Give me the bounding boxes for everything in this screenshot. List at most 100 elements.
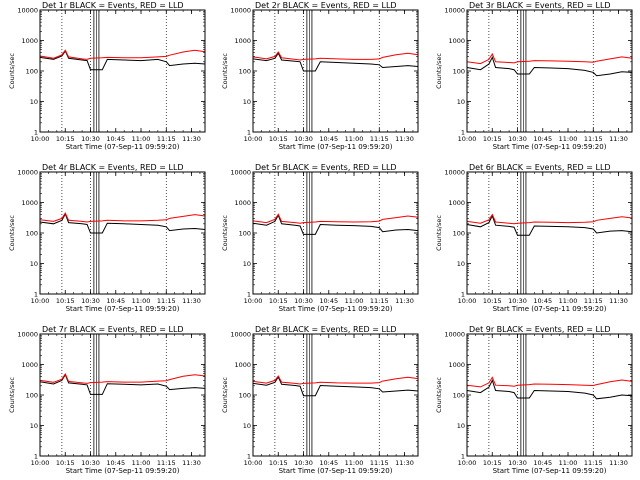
y-tick-label: 1 bbox=[34, 291, 38, 299]
y-tick-label: 100 bbox=[239, 392, 251, 400]
y-tick-label: 1000 bbox=[448, 361, 465, 369]
x-axis-label: Start Time (07-Sep-11 09:59:20) bbox=[66, 467, 180, 475]
y-tick-label: 100 bbox=[453, 392, 465, 400]
x-tick-label: 11:30 bbox=[395, 459, 414, 467]
y-tick-label: 1000 bbox=[21, 37, 38, 45]
x-tick-label: 10:30 bbox=[508, 135, 527, 143]
plot-frame bbox=[39, 9, 206, 133]
x-tick-label: 10:30 bbox=[294, 297, 313, 305]
subplot-det-5: Det 5r BLACK = Events, RED = LLD 1 10 100 10… bbox=[221, 163, 419, 313]
lld-series-line bbox=[252, 51, 419, 61]
x-tick-label: 10:15 bbox=[269, 459, 288, 467]
y-tick-label: 10 bbox=[30, 98, 38, 106]
x-tick-label: 10:30 bbox=[508, 459, 527, 467]
plot-frame bbox=[252, 171, 419, 295]
plot-frame bbox=[252, 333, 419, 457]
y-axis-label: Counts/sec bbox=[435, 377, 443, 413]
x-tick-label: 10:00 bbox=[244, 297, 263, 305]
y-tick-label: 1 bbox=[247, 453, 251, 461]
subplot-det-6: Det 6r BLACK = Events, RED = LLD 1 10 100 10… bbox=[435, 163, 633, 313]
x-tick-label: 11:30 bbox=[609, 135, 628, 143]
x-tick-label: 11:00 bbox=[559, 459, 578, 467]
y-tick-label: 10 bbox=[457, 422, 465, 430]
x-tick-label: 11:15 bbox=[584, 297, 603, 305]
x-tick-label: 11:30 bbox=[609, 459, 628, 467]
x-tick-label: 11:00 bbox=[132, 459, 151, 467]
x-tick-label: 10:00 bbox=[458, 297, 477, 305]
x-axis-label: Start Time (07-Sep-11 09:59:20) bbox=[279, 305, 393, 313]
x-tick-label: 10:15 bbox=[56, 135, 75, 143]
x-tick-label: 10:45 bbox=[106, 135, 125, 143]
y-tick-label: 10 bbox=[30, 422, 38, 430]
y-tick-label: 100 bbox=[239, 230, 251, 238]
y-tick-label: 10000 bbox=[17, 331, 38, 339]
y-tick-label: 1000 bbox=[234, 361, 251, 369]
subplot-det-1: Det 1r BLACK = Events, RED = LLD 1 10 100 10… bbox=[8, 1, 206, 151]
y-tick-label: 1000 bbox=[448, 37, 465, 45]
events-series-line bbox=[466, 379, 633, 400]
x-tick-label: 10:15 bbox=[269, 135, 288, 143]
x-tick-label: 11:15 bbox=[370, 135, 389, 143]
x-tick-label: 11:00 bbox=[559, 297, 578, 305]
x-tick-label: 10:45 bbox=[533, 297, 552, 305]
plot-title: Det 5r BLACK = Events, RED = LLD bbox=[255, 163, 397, 172]
y-tick-label: 1000 bbox=[21, 361, 38, 369]
x-tick-label: 11:30 bbox=[182, 297, 201, 305]
x-tick-label: 11:15 bbox=[157, 297, 176, 305]
x-tick-label: 10:00 bbox=[244, 459, 263, 467]
y-tick-label: 1 bbox=[34, 129, 38, 137]
x-tick-label: 10:15 bbox=[483, 459, 502, 467]
x-tick-label: 11:00 bbox=[345, 135, 364, 143]
x-tick-label: 11:15 bbox=[370, 459, 389, 467]
y-axis-label: Counts/sec bbox=[221, 53, 229, 89]
y-axis-label: Counts/sec bbox=[8, 53, 16, 89]
subplot-det-7: Det 7r BLACK = Events, RED = LLD 1 10 100 10… bbox=[8, 325, 206, 475]
x-tick-label: 10:30 bbox=[81, 297, 100, 305]
y-tick-label: 10000 bbox=[444, 331, 465, 339]
x-tick-label: 10:45 bbox=[533, 135, 552, 143]
y-tick-label: 10 bbox=[243, 422, 251, 430]
plot-title: Det 1r BLACK = Events, RED = LLD bbox=[42, 1, 184, 10]
x-tick-label: 11:00 bbox=[345, 297, 364, 305]
lld-series-line bbox=[39, 212, 206, 223]
lld-series-line bbox=[252, 375, 419, 385]
lld-series-line bbox=[466, 52, 633, 65]
x-axis-label: Start Time (07-Sep-11 09:59:20) bbox=[66, 143, 180, 151]
plot-title: Det 4r BLACK = Events, RED = LLD bbox=[42, 163, 184, 172]
y-tick-label: 1000 bbox=[21, 199, 38, 207]
y-tick-label: 1 bbox=[461, 291, 465, 299]
x-tick-label: 11:30 bbox=[182, 135, 201, 143]
plot-frame bbox=[252, 9, 419, 133]
x-axis-label: Start Time (07-Sep-11 09:59:20) bbox=[493, 467, 607, 475]
x-tick-label: 11:30 bbox=[395, 297, 414, 305]
y-tick-label: 10 bbox=[30, 260, 38, 268]
x-tick-label: 10:30 bbox=[294, 459, 313, 467]
x-tick-label: 10:00 bbox=[458, 459, 477, 467]
subplot-det-2: Det 2r BLACK = Events, RED = LLD 1 10 100 10… bbox=[221, 1, 419, 151]
y-axis-label: Counts/sec bbox=[221, 377, 229, 413]
plot-frame bbox=[466, 171, 633, 295]
x-tick-label: 10:45 bbox=[533, 459, 552, 467]
x-tick-label: 10:15 bbox=[269, 297, 288, 305]
subplot-det-4: Det 4r BLACK = Events, RED = LLD 1 10 100 10… bbox=[8, 163, 206, 313]
plot-title: Det 7r BLACK = Events, RED = LLD bbox=[42, 325, 184, 334]
events-series-line bbox=[252, 214, 419, 235]
y-tick-label: 10000 bbox=[17, 7, 38, 15]
x-axis-label: Start Time (07-Sep-11 09:59:20) bbox=[279, 143, 393, 151]
events-series-line bbox=[39, 212, 206, 234]
plot-title: Det 8r BLACK = Events, RED = LLD bbox=[255, 325, 397, 334]
lld-series-line bbox=[466, 376, 633, 388]
subplot-det-9: Det 9r BLACK = Events, RED = LLD 1 10 100 10… bbox=[435, 325, 633, 475]
x-tick-label: 10:30 bbox=[294, 135, 313, 143]
y-tick-label: 10 bbox=[457, 260, 465, 268]
x-tick-label: 10:45 bbox=[319, 459, 338, 467]
y-tick-label: 10000 bbox=[230, 7, 251, 15]
x-tick-label: 10:45 bbox=[319, 135, 338, 143]
x-tick-label: 10:45 bbox=[319, 297, 338, 305]
y-tick-label: 10 bbox=[457, 98, 465, 106]
lld-series-line bbox=[252, 213, 419, 224]
x-tick-label: 11:30 bbox=[182, 459, 201, 467]
events-series-line bbox=[466, 56, 633, 77]
